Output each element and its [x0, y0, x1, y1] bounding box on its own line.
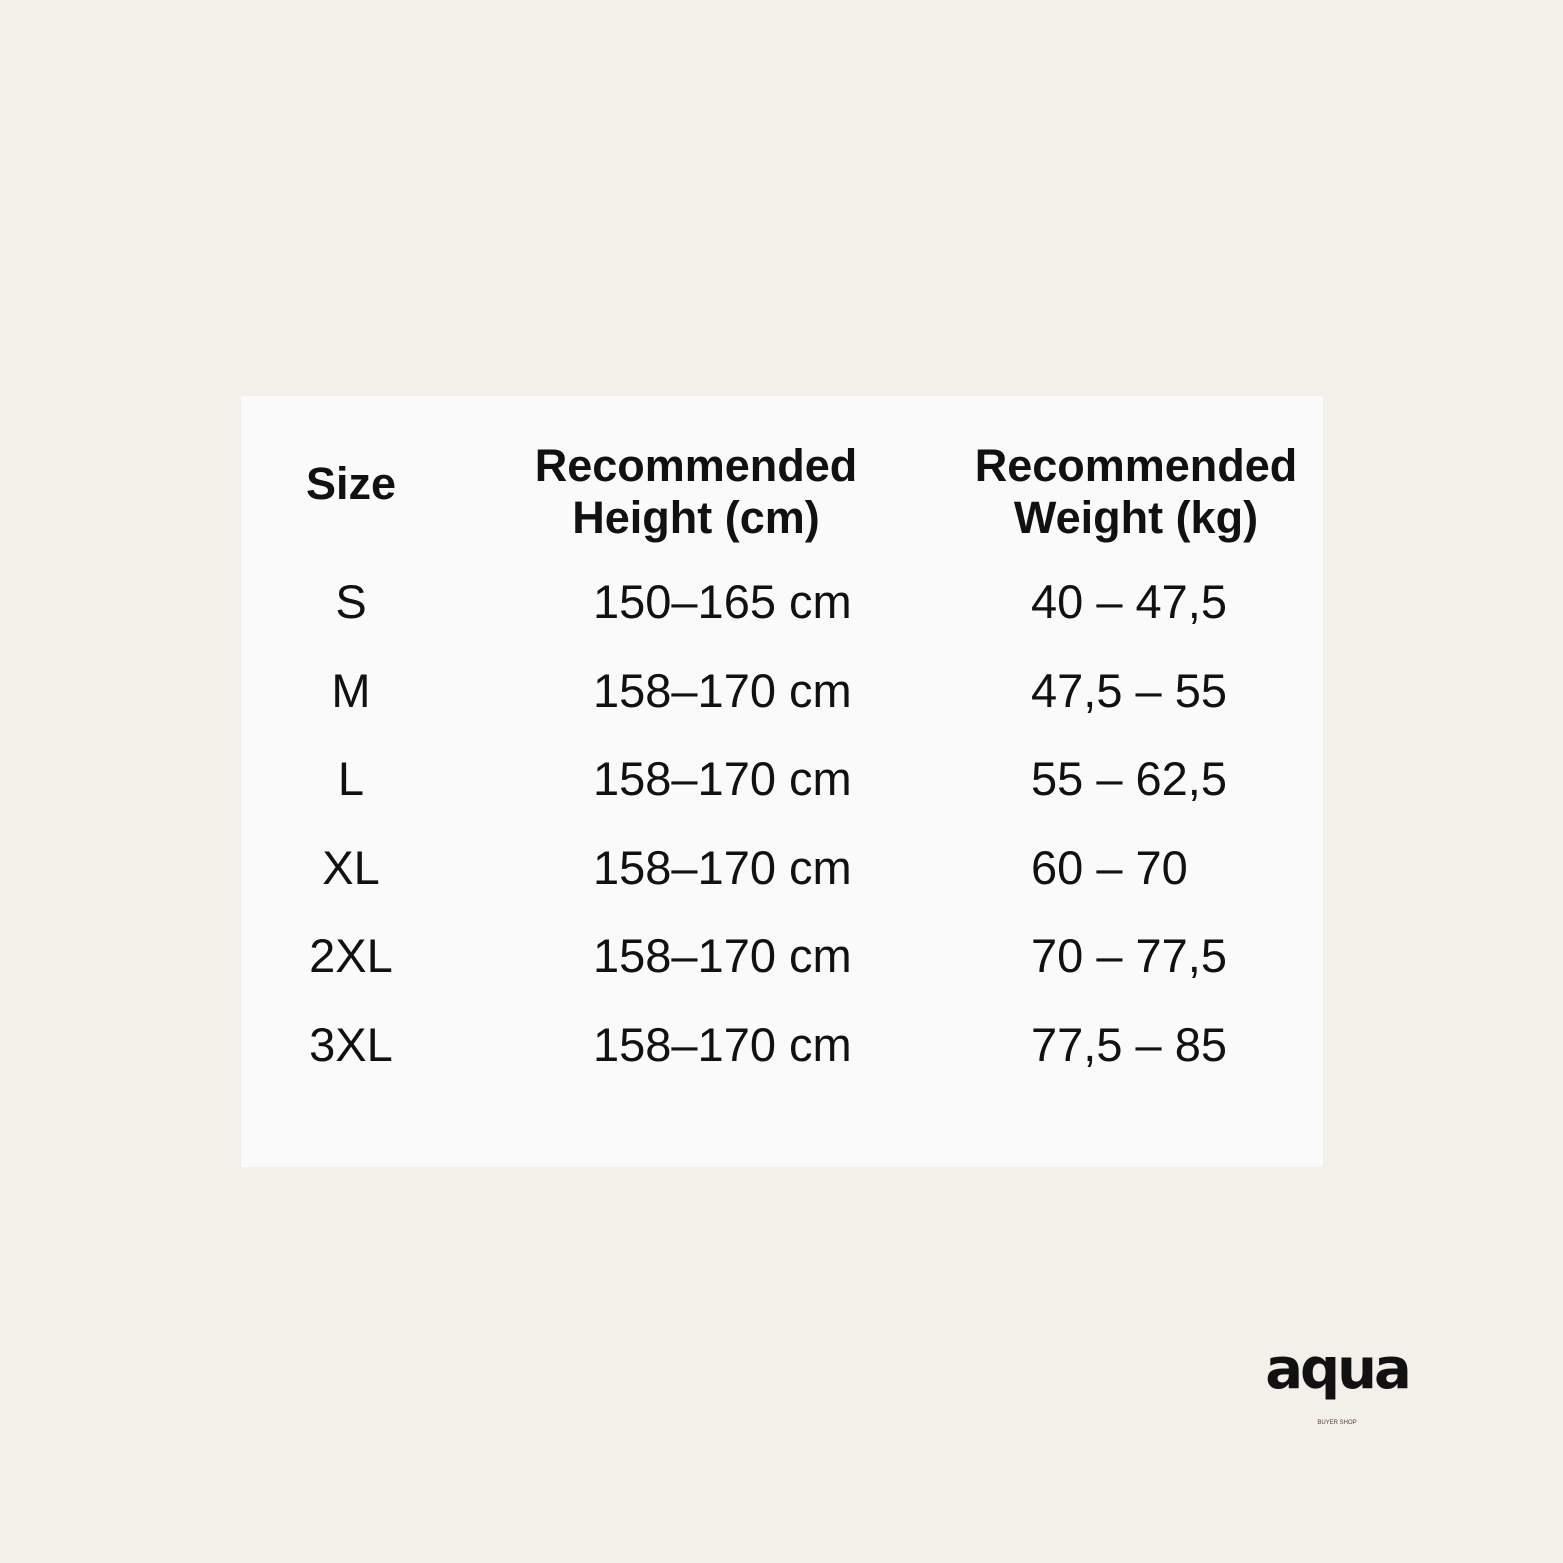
cell-height: 150–165 cm: [593, 575, 852, 628]
cell-size: M: [331, 663, 371, 717]
cell-size: XL: [322, 840, 380, 894]
cell-size: S: [335, 575, 367, 628]
cell-weight: 77,5 – 85: [1031, 1017, 1228, 1071]
header-height-line2: Height (cm): [572, 492, 820, 543]
header-weight: Recommended Weight (kg): [941, 440, 1331, 544]
cell-height: 158–170 cm: [593, 752, 852, 805]
header-height-line1: Recommended: [534, 440, 858, 491]
cell-size: 2XL: [309, 929, 393, 982]
cell-height: 158–170 cm: [593, 1017, 852, 1071]
cell-size: 3XL: [309, 1017, 393, 1071]
cell-size: L: [337, 752, 365, 805]
cell-weight: 40 – 47,5: [1031, 575, 1228, 628]
header-size: Size: [305, 458, 397, 509]
logo-wordmark: aqua: [1265, 1337, 1412, 1402]
header-height: Recommended Height (cm): [501, 440, 891, 544]
cell-weight: 47,5 – 55: [1031, 663, 1228, 717]
header-weight-line2: Weight (kg): [1013, 492, 1259, 543]
cell-height: 158–170 cm: [593, 840, 852, 894]
size-chart-card: Size Recommended Height (cm) Recommended…: [241, 396, 1323, 1167]
header-weight-line1: Recommended: [974, 440, 1298, 491]
cell-weight: 70 – 77,5: [1031, 929, 1228, 982]
cell-height: 158–170 cm: [593, 663, 852, 717]
cell-weight: 60 – 70: [1031, 840, 1188, 894]
logo-subtitle: BUYER SHOP: [1317, 1420, 1357, 1426]
brand-logo: aqua BUYER SHOP: [1262, 1337, 1412, 1427]
cell-height: 158–170 cm: [593, 929, 852, 982]
cell-weight: 55 – 62,5: [1031, 752, 1228, 805]
